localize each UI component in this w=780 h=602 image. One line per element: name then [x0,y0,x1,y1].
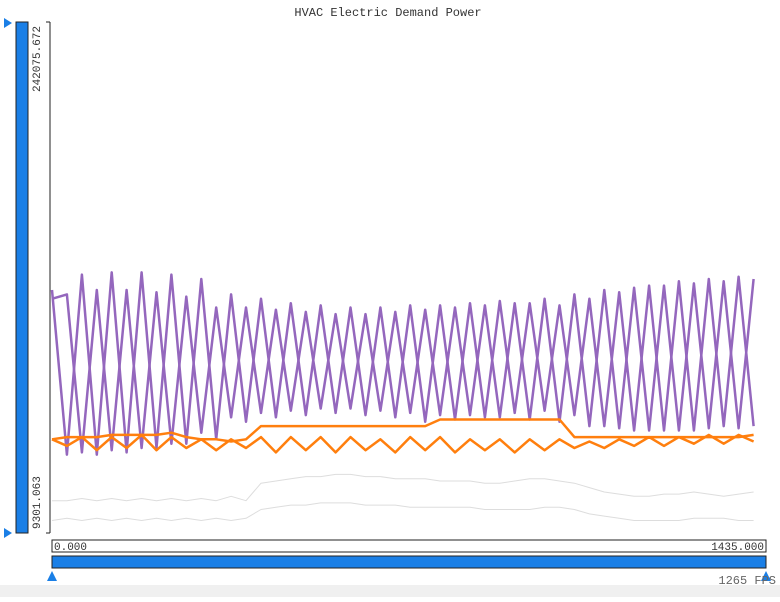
series-line [51,433,755,454]
plot-area [49,21,767,534]
chart-title: HVAC Electric Demand Power [294,6,481,20]
x-tick-label: 1435.000 [711,542,764,554]
x-tick-label: 0.000 [54,542,87,554]
series-line [51,502,754,521]
series-line [51,418,754,443]
series-line [52,473,754,502]
y-tick-label: 9301.063 [32,476,44,529]
fps-counter: 1265 FPS [718,574,776,588]
y-slider-handle-top[interactable] [4,18,12,28]
x-axis-box [51,539,767,553]
y-range-slider[interactable] [15,21,29,534]
x-slider-handle-right[interactable] [761,571,771,581]
y-slider-handle-bottom[interactable] [4,528,12,538]
x-range-slider[interactable] [51,555,767,569]
series-line [51,278,755,454]
x-slider-handle-left[interactable] [47,571,57,581]
y-tick-label: 242075.672 [32,26,44,92]
status-strip [0,585,780,597]
